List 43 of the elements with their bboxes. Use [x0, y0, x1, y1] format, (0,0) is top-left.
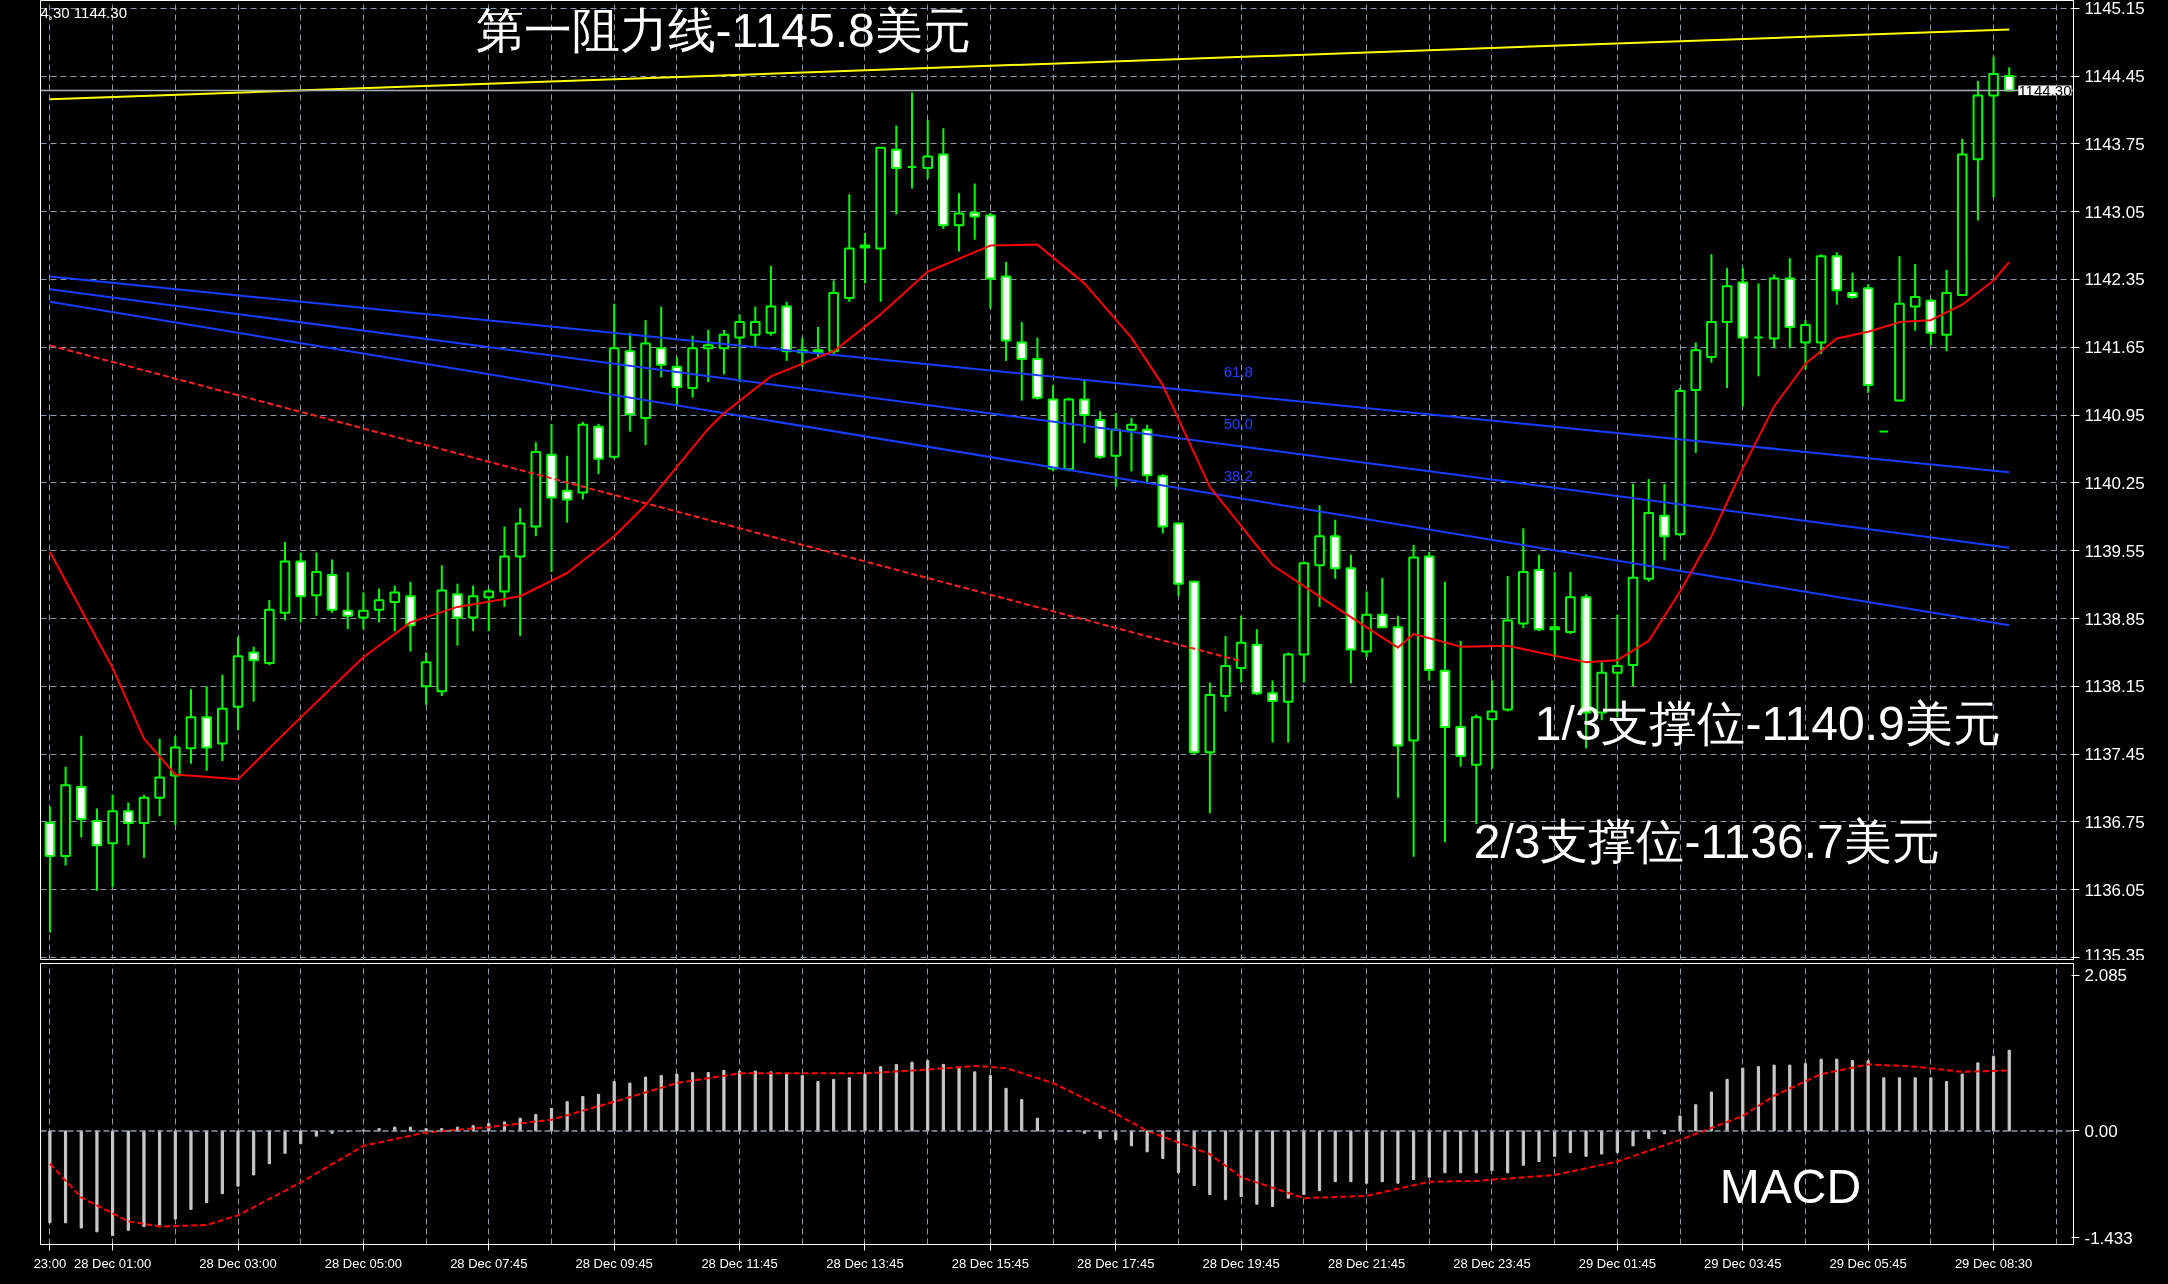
y-tick-label: 1138.85: [2084, 609, 2145, 629]
x-tick-label: 29 Dec 01:45: [1578, 1255, 1657, 1271]
annotation: 2/3支撑位-1136.7美元: [1473, 814, 1940, 868]
x-tick-label: 28 Dec 15:45: [951, 1255, 1030, 1271]
y-tick-label: 0.00: [2084, 1121, 2118, 1141]
y-tick-label: 1145.15: [2084, 0, 2145, 19]
y-tick-label: 1137.45: [2084, 745, 2145, 765]
y-tick-label: 1140.25: [2084, 473, 2145, 493]
x-tick-label: 28 Dec 17:45: [1077, 1255, 1155, 1271]
y-tick-label: 1140.95: [2084, 406, 2145, 426]
y-tick-label: 1138.15: [2084, 677, 2145, 697]
x-tick-label: 28 Dec 03:00: [199, 1255, 277, 1271]
y-tick-label: 2.085: [2084, 966, 2128, 986]
y-tick-label: 1142.35: [2084, 270, 2145, 290]
x-tick-label: 28 Dec 21:45: [1327, 1255, 1406, 1271]
ref-line-label: 1144.30: [2018, 81, 2072, 99]
y-tick-label: -1.433: [2084, 1229, 2133, 1248]
x-tick-label: 23:00: [33, 1255, 67, 1271]
x-tick-label: 28 Dec 09:45: [575, 1255, 653, 1271]
x-tick-label: 28 Dec 13:45: [826, 1255, 904, 1271]
x-tick-label: 29 Dec 08:30: [1954, 1255, 2033, 1271]
y-tick-label: 1136.75: [2084, 812, 2145, 832]
annotation: 38.2: [1223, 466, 1253, 484]
x-tick-label: 28 Dec 19:45: [1202, 1255, 1280, 1271]
annotation: 50.0: [1223, 415, 1253, 433]
y-tick-label: 1143.75: [2084, 134, 2145, 154]
x-tick-label: 28 Dec 23:45: [1453, 1255, 1531, 1271]
y-tick-label: 1136.05: [2084, 880, 2145, 900]
annotation: 61.8: [1223, 363, 1253, 381]
x-tick-label: 28 Dec 07:45: [450, 1255, 528, 1271]
x-tick-label: 29 Dec 03:45: [1704, 1255, 1782, 1271]
y-tick-label: 1143.05: [2084, 202, 2145, 222]
x-tick-label: 28 Dec 11:45: [701, 1255, 778, 1271]
y-tick-label: 1135.35: [2084, 945, 2145, 965]
x-tick-label: 28 Dec 05:00: [324, 1255, 403, 1271]
annotation: 第一阻力线-1145.8美元: [475, 4, 971, 58]
x-tick-label: 28 Dec 01:00: [73, 1255, 152, 1271]
annotation: MACD: [1719, 1160, 1862, 1214]
annotation: 4,30 1144.30: [40, 4, 127, 22]
y-tick-label: 1141.65: [2084, 338, 2145, 358]
y-tick-label: 1139.55: [2084, 541, 2145, 561]
x-tick-label: 29 Dec 05:45: [1829, 1255, 1907, 1271]
y-tick-label: 1144.45: [2084, 67, 2145, 87]
